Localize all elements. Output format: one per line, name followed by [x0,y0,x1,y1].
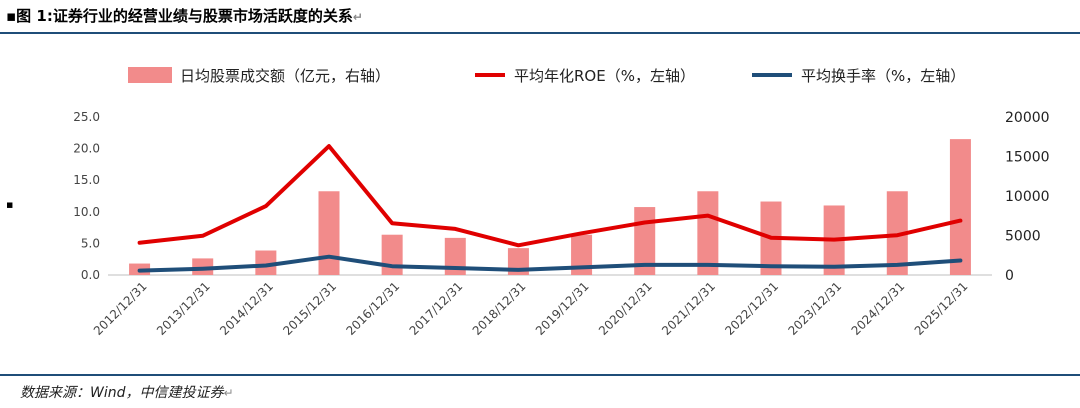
legend-label-turnover: 平均换手率（%，左轴） [801,67,965,85]
x-tick-label: 2025/12/31 [912,279,971,338]
bar-daily-turnover [949,139,971,275]
bottom-rule [0,374,1080,376]
bar-daily-turnover [886,191,908,275]
bar-daily-turnover [255,250,277,275]
x-tick-label: 2016/12/31 [343,279,402,338]
y-right-tick-label: 5000 [1005,229,1041,245]
legend-label-bar: 日均股票成交额（亿元，右轴） [180,67,390,85]
line-turnover-rate [137,254,963,273]
x-tick-label: 2013/12/31 [154,279,213,338]
source-note: 数据来源：Wind，中信建投证券↵ [20,382,234,402]
x-tick-label: 2021/12/31 [659,279,718,338]
x-tick-label: 2020/12/31 [596,279,655,338]
bar-daily-turnover [318,191,340,275]
y-right-tick-label: 15000 [1005,150,1050,166]
bar-daily-turnover [381,234,403,275]
return-mark: ↵ [223,386,234,400]
side-marker: ▪ [6,198,14,211]
bar-daily-turnover [697,191,719,275]
x-tick-label: 2024/12/31 [849,279,908,338]
legend-label-roe: 平均年化ROE（%，左轴） [514,67,695,85]
x-tick-label: 2023/12/31 [785,279,844,338]
figure-header: ▪图 1:证券行业的经营业绩与股票市场活跃度的关系↵ [0,0,1080,34]
x-tick-label: 2015/12/31 [280,279,339,338]
figure-title-text: ▪图 1:证券行业的经营业绩与股票市场活跃度的关系 [6,7,353,25]
return-mark: ↵ [352,10,363,24]
legend-swatch-bar [128,67,172,83]
y-left-tick-label: 20.0 [73,142,100,156]
y-left-tick-label: 10.0 [73,205,100,219]
line-roe [137,144,963,248]
x-tick-label: 2017/12/31 [407,279,466,338]
y-left-tick-label: 25.0 [73,110,100,124]
x-tick-label: 2012/12/31 [91,279,150,338]
bar-daily-turnover [571,234,593,275]
figure-title: ▪图 1:证券行业的经营业绩与股票市场活跃度的关系↵ [6,5,363,26]
y-left-tick-label: 15.0 [73,173,100,187]
title-rule [0,32,1080,34]
x-tick-label: 2022/12/31 [722,279,781,338]
x-tick-label: 2018/12/31 [470,279,529,338]
x-tick-label: 2014/12/31 [217,279,276,338]
y-left-tick-label: 0.0 [81,268,100,282]
y-right-tick-label: 10000 [1005,189,1050,205]
y-right-tick-label: 0 [1005,268,1014,284]
chart: 0.0 5.0 10.0 15.0 20.0 25.0 0 5000 10000 15000 200… [73,67,1050,338]
bar-daily-turnover [444,237,466,275]
y-left-tick-label: 5.0 [81,236,100,250]
x-tick-label: 2019/12/31 [533,279,592,338]
y-right-tick-label: 20000 [1005,110,1050,126]
source-text: 数据来源：Wind，中信建投证券 [20,385,224,401]
